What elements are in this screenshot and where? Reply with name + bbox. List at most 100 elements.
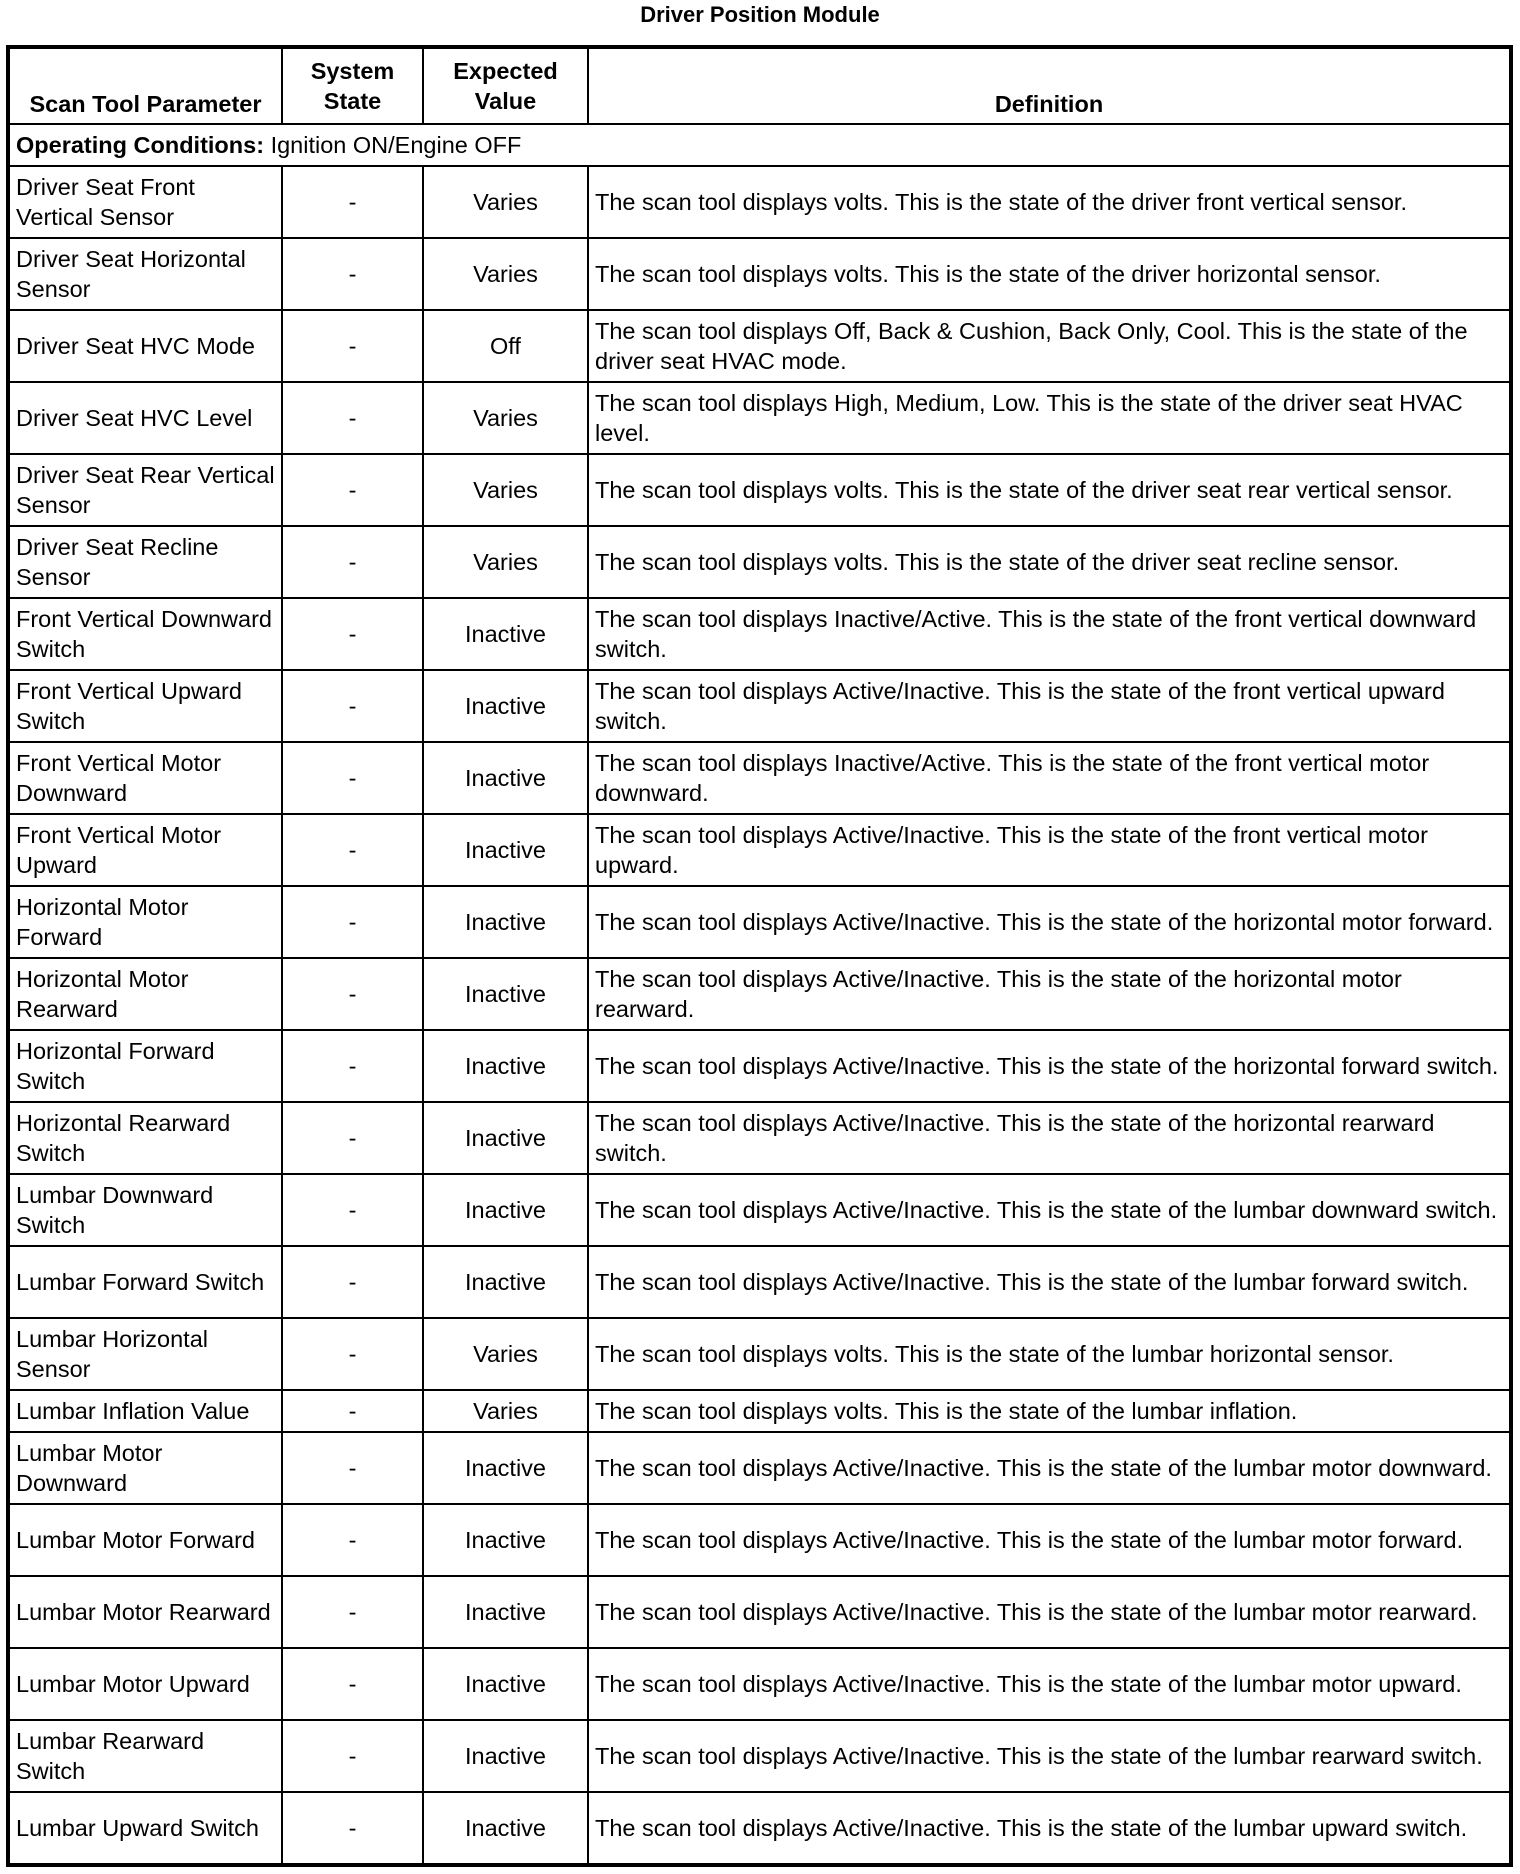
system-state-cell: -	[281, 1173, 424, 1247]
scan-tool-data-table: Scan Tool Parameter System State Expecte…	[6, 45, 1513, 1867]
system-state-cell: -	[281, 957, 424, 1031]
table-row: Lumbar Forward Switch - Inactive The scan t…	[7, 1245, 1512, 1319]
operating-conditions-row: Operating Conditions: Ignition ON/Engine…	[7, 123, 1512, 167]
operating-conditions-value: Ignition ON/Engine OFF	[270, 132, 522, 158]
table-row: Horizontal Motor Forward - Inactive The sca…	[7, 885, 1512, 959]
expected-value-cell: Varies	[422, 525, 589, 599]
expected-value-cell: Varies	[422, 237, 589, 311]
parameter-cell: Front Vertical Motor Downward	[7, 741, 283, 815]
parameter-cell: Horizontal Rearward Switch	[7, 1101, 283, 1175]
parameter-cell: Horizontal Forward Switch	[7, 1029, 283, 1103]
definition-cell: The scan tool displays volts. This is th…	[587, 1317, 1512, 1391]
table-row: Horizontal Rearward Switch - Inactive The s…	[7, 1101, 1512, 1175]
definition-cell: The scan tool displays Active/Inactive. …	[587, 1719, 1512, 1793]
definition-cell: The scan tool displays Off, Back & Cushi…	[587, 309, 1512, 383]
definition-cell: The scan tool displays Active/Inactive. …	[587, 885, 1512, 959]
table-row: Horizontal Forward Switch - Inactive The sc…	[7, 1029, 1512, 1103]
system-state-cell: -	[281, 525, 424, 599]
definition-cell: The scan tool displays Inactive/Active. …	[587, 597, 1512, 671]
expected-value-cell: Inactive	[422, 885, 589, 959]
definition-cell: The scan tool displays Active/Inactive. …	[587, 1101, 1512, 1175]
definition-cell: The scan tool displays Active/Inactive. …	[587, 1245, 1512, 1319]
expected-value-cell: Varies	[422, 1317, 589, 1391]
operating-conditions: Operating Conditions: Ignition ON/Engine…	[7, 123, 1512, 167]
parameter-cell: Horizontal Motor Forward	[7, 885, 283, 959]
table-row: Driver Seat Horizontal Sensor - Varies The …	[7, 237, 1512, 311]
parameter-cell: Driver Seat HVC Mode	[7, 309, 283, 383]
expected-value-cell: Varies	[422, 453, 589, 527]
table-row: Front Vertical Downward Switch - Inactive T…	[7, 597, 1512, 671]
parameter-cell: Lumbar Motor Forward	[7, 1503, 283, 1577]
expected-value-cell: Inactive	[422, 1719, 589, 1793]
expected-value-cell: Inactive	[422, 813, 589, 887]
system-state-cell: -	[281, 381, 424, 455]
definition-cell: The scan tool displays Active/Inactive. …	[587, 1575, 1512, 1649]
expected-value-cell: Inactive	[422, 1245, 589, 1319]
parameter-cell: Driver Seat Rear Vertical Sensor	[7, 453, 283, 527]
parameter-cell: Driver Seat Horizontal Sensor	[7, 237, 283, 311]
table-row: Front Vertical Motor Downward - Inactive Th…	[7, 741, 1512, 815]
system-state-cell: -	[281, 1101, 424, 1175]
expected-value-cell: Inactive	[422, 1647, 589, 1721]
expected-value-cell: Varies	[422, 1389, 589, 1433]
expected-value-cell: Inactive	[422, 1503, 589, 1577]
table-row: Lumbar Motor Forward - Inactive The scan to…	[7, 1503, 1512, 1577]
system-state-cell: -	[281, 1647, 424, 1721]
expected-value-cell: Inactive	[422, 1029, 589, 1103]
table-row: Driver Seat HVC Mode - Off The scan tool di…	[7, 309, 1512, 383]
definition-cell: The scan tool displays High, Medium, Low…	[587, 381, 1512, 455]
expected-value-cell: Inactive	[422, 1791, 589, 1866]
system-state-cell: -	[281, 1431, 424, 1505]
system-state-cell: -	[281, 741, 424, 815]
parameter-cell: Lumbar Forward Switch	[7, 1245, 283, 1319]
parameter-cell: Lumbar Upward Switch	[7, 1791, 283, 1866]
parameter-cell: Lumbar Downward Switch	[7, 1173, 283, 1247]
parameter-cell: Front Vertical Motor Upward	[7, 813, 283, 887]
expected-value-cell: Off	[422, 309, 589, 383]
system-state-cell: -	[281, 453, 424, 527]
expected-value-cell: Inactive	[422, 1101, 589, 1175]
parameter-cell: Lumbar Rearward Switch	[7, 1719, 283, 1793]
definition-cell: The scan tool displays Active/Inactive. …	[587, 1431, 1512, 1505]
table-row: Lumbar Downward Switch - Inactive The scan …	[7, 1173, 1512, 1247]
definition-cell: The scan tool displays Active/Inactive. …	[587, 813, 1512, 887]
system-state-cell: -	[281, 1389, 424, 1433]
header-definition: Definition	[587, 46, 1512, 125]
header-row: Scan Tool Parameter System State Expecte…	[7, 46, 1512, 125]
expected-value-cell: Inactive	[422, 957, 589, 1031]
table-row: Lumbar Inflation Value - Varies The scan to…	[7, 1389, 1512, 1433]
system-state-cell: -	[281, 813, 424, 887]
definition-cell: The scan tool displays volts. This is th…	[587, 525, 1512, 599]
definition-cell: The scan tool displays volts. This is th…	[587, 165, 1512, 239]
system-state-cell: -	[281, 165, 424, 239]
system-state-cell: -	[281, 1317, 424, 1391]
table-row: Front Vertical Motor Upward - Inactive The …	[7, 813, 1512, 887]
definition-cell: The scan tool displays Inactive/Active. …	[587, 741, 1512, 815]
parameter-cell: Horizontal Motor Rearward	[7, 957, 283, 1031]
table-row: Horizontal Motor Rearward - Inactive The sc…	[7, 957, 1512, 1031]
header-expected-value: Expected Value	[422, 46, 589, 125]
definition-cell: The scan tool displays Active/Inactive. …	[587, 1791, 1512, 1866]
parameter-cell: Front Vertical Upward Switch	[7, 669, 283, 743]
parameter-cell: Lumbar Motor Upward	[7, 1647, 283, 1721]
expected-value-cell: Inactive	[422, 1575, 589, 1649]
system-state-cell: -	[281, 1245, 424, 1319]
system-state-cell: -	[281, 1575, 424, 1649]
parameter-cell: Driver Seat Front Vertical Sensor	[7, 165, 283, 239]
system-state-cell: -	[281, 1503, 424, 1577]
expected-value-cell: Inactive	[422, 1173, 589, 1247]
definition-cell: The scan tool displays Active/Inactive. …	[587, 1173, 1512, 1247]
system-state-cell: -	[281, 885, 424, 959]
system-state-cell: -	[281, 1791, 424, 1866]
expected-value-cell: Inactive	[422, 1431, 589, 1505]
parameter-cell: Driver Seat HVC Level	[7, 381, 283, 455]
system-state-cell: -	[281, 1029, 424, 1103]
definition-cell: The scan tool displays Active/Inactive. …	[587, 1503, 1512, 1577]
header-system-state: System State	[281, 46, 424, 125]
parameter-cell: Lumbar Horizontal Sensor	[7, 1317, 283, 1391]
table-row: Driver Seat HVC Level - Varies The scan too…	[7, 381, 1512, 455]
table-row: Lumbar Motor Downward - Inactive The scan t…	[7, 1431, 1512, 1505]
definition-cell: The scan tool displays Active/Inactive. …	[587, 1029, 1512, 1103]
expected-value-cell: Varies	[422, 165, 589, 239]
table-row: Lumbar Upward Switch - Inactive The scan to…	[7, 1791, 1512, 1866]
